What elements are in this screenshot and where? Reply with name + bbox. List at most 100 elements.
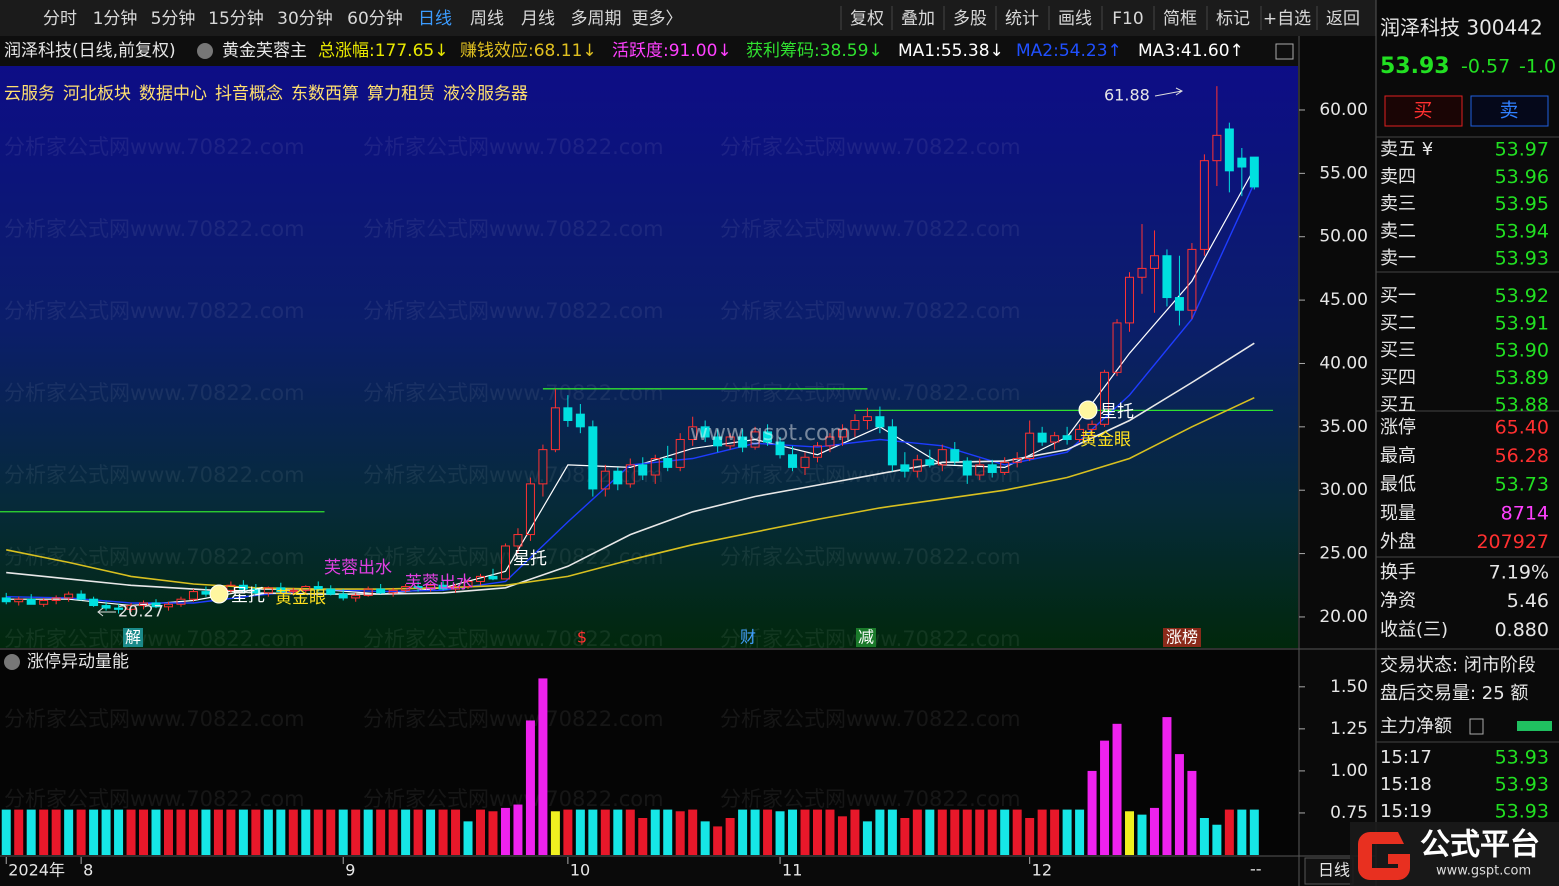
info-arrow: ↓ bbox=[582, 41, 596, 61]
period-tab[interactable]: 多周期 bbox=[571, 9, 622, 29]
period-tab[interactable]: 分时 bbox=[43, 9, 77, 29]
candle-body bbox=[1062, 435, 1072, 441]
event-tag: 财 bbox=[740, 628, 756, 647]
tool-button[interactable]: F10 bbox=[1112, 9, 1143, 29]
candle-body bbox=[463, 580, 473, 588]
tool-button[interactable]: 简框 bbox=[1163, 9, 1197, 29]
bar bbox=[788, 809, 798, 855]
signal-label: 星托 bbox=[513, 549, 547, 569]
sell-button[interactable] bbox=[1470, 95, 1549, 127]
bar bbox=[89, 809, 99, 855]
ma-line bbox=[6, 396, 1255, 590]
period-tab[interactable]: 5分钟 bbox=[151, 9, 196, 29]
candle-body bbox=[700, 426, 710, 438]
candle-body bbox=[1174, 297, 1184, 311]
candle-body bbox=[139, 602, 149, 607]
candle-body bbox=[226, 584, 236, 591]
tool-button[interactable]: +自选 bbox=[1263, 9, 1311, 29]
info-value: 68.11 bbox=[534, 41, 583, 61]
period-tab[interactable]: 日线 bbox=[418, 9, 452, 29]
period-tab[interactable]: 60分钟 bbox=[347, 9, 403, 29]
bar bbox=[725, 818, 735, 855]
tool-button[interactable]: 返回 bbox=[1326, 9, 1360, 29]
candle-body bbox=[738, 436, 748, 448]
main-net-bar bbox=[1517, 721, 1552, 731]
candle-body bbox=[862, 416, 872, 421]
bar bbox=[563, 809, 573, 855]
stat-value: 207927 bbox=[1476, 531, 1549, 553]
candle-body bbox=[850, 419, 860, 430]
candle-body bbox=[51, 597, 61, 601]
bar bbox=[401, 809, 411, 855]
info-label: 活跃度: bbox=[612, 41, 669, 61]
bar bbox=[663, 809, 673, 855]
tool-button[interactable]: 多股 bbox=[953, 9, 987, 29]
watermark: 分析家公式网www.70822.com bbox=[4, 627, 305, 651]
tool-button[interactable]: 标记 bbox=[1216, 9, 1250, 29]
candle-body bbox=[126, 605, 136, 610]
bar bbox=[600, 809, 610, 855]
stat-label: 收益(三) bbox=[1380, 619, 1448, 640]
indicator-icon[interactable] bbox=[197, 43, 213, 59]
period-tab[interactable]: 1分钟 bbox=[93, 9, 138, 29]
bar bbox=[288, 809, 298, 855]
indicator-icon[interactable] bbox=[4, 654, 20, 670]
candle-body bbox=[263, 587, 273, 594]
watermarks: 分析家公式网www.70822.com 分析家公式网www.70822.com 分析… bbox=[4, 135, 1021, 811]
tool-button[interactable]: 叠加 bbox=[901, 9, 935, 29]
event-tag: 解 bbox=[125, 628, 141, 647]
candle-body bbox=[538, 449, 548, 485]
candle-body bbox=[1025, 432, 1035, 460]
tool-button[interactable]: 画线 bbox=[1058, 9, 1092, 29]
bar bbox=[101, 809, 111, 855]
candle-body bbox=[1037, 432, 1047, 443]
candle-body bbox=[1, 597, 11, 603]
footer-placeholder: -- bbox=[1250, 860, 1262, 879]
list-icon[interactable] bbox=[1469, 718, 1484, 735]
info-label: 获利筹码: bbox=[746, 41, 820, 61]
y-tick-label: 25.00 bbox=[1319, 544, 1368, 564]
candle-body bbox=[301, 586, 311, 591]
bar bbox=[188, 809, 198, 855]
period-box[interactable] bbox=[1304, 857, 1354, 885]
period-tab[interactable]: 15分钟 bbox=[208, 9, 264, 29]
bar bbox=[1199, 818, 1209, 855]
watermark: 分析家公式网www.70822.com bbox=[363, 787, 664, 811]
bar bbox=[1224, 809, 1234, 855]
info-arrow: ↓ bbox=[434, 41, 448, 61]
tool-button[interactable]: 复权 bbox=[850, 9, 884, 29]
candle-body bbox=[1125, 276, 1135, 324]
bar bbox=[476, 809, 486, 855]
candle-body bbox=[600, 470, 610, 490]
low-arrow bbox=[97, 607, 116, 617]
candle-body bbox=[151, 602, 161, 608]
candle-body bbox=[351, 594, 361, 599]
bar bbox=[875, 809, 885, 855]
bar bbox=[276, 809, 286, 855]
stat-label: 涨停 bbox=[1380, 417, 1416, 438]
buy-button[interactable] bbox=[1384, 95, 1463, 127]
candle-body bbox=[251, 588, 261, 594]
bar bbox=[39, 809, 49, 855]
period-tab[interactable]: 月线 bbox=[521, 9, 555, 29]
bar bbox=[1075, 809, 1085, 855]
panel-button[interactable] bbox=[1275, 43, 1294, 60]
period-tab[interactable]: 周线 bbox=[470, 9, 504, 29]
candle-body bbox=[638, 464, 648, 476]
bar bbox=[238, 809, 248, 855]
watermark: 分析家公式网www.70822.com bbox=[720, 707, 1021, 731]
candle-body bbox=[89, 598, 99, 607]
after-hours: 盘后交易量: 25 额 bbox=[1380, 683, 1528, 704]
candle-body bbox=[962, 460, 972, 476]
price-change: -0.57 bbox=[1461, 56, 1510, 78]
period-tab[interactable]: 更多〉 bbox=[632, 9, 683, 29]
book-label: 卖五 ¥ bbox=[1380, 139, 1433, 160]
period-tab[interactable]: 30分钟 bbox=[277, 9, 333, 29]
stat-value: 8714 bbox=[1501, 502, 1549, 524]
candle-body bbox=[550, 407, 560, 451]
tool-button[interactable]: 统计 bbox=[1005, 9, 1039, 29]
info-arrow: ↑ bbox=[1230, 41, 1244, 61]
candle-body bbox=[363, 588, 373, 596]
